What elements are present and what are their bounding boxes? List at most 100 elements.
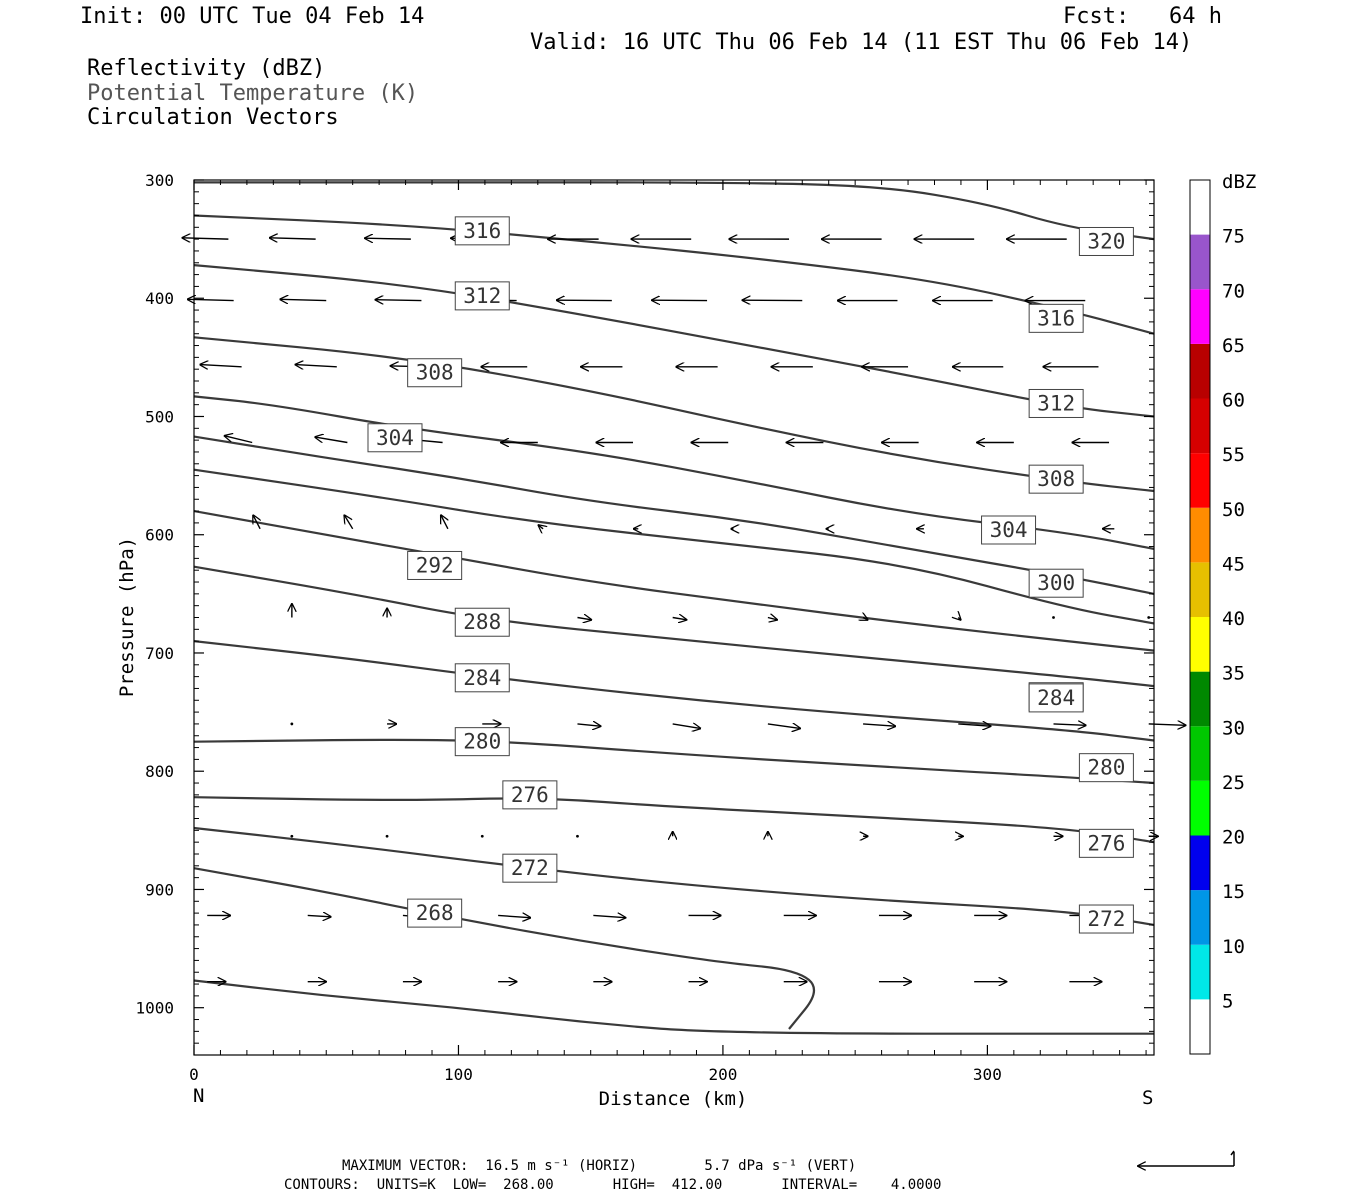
circulation-vector [225,436,253,444]
circulation-vector [958,618,960,620]
colorbar-tick-label: 45 [1222,553,1245,575]
init-time: Init: 00 UTC Tue 04 Feb 14 [80,4,425,29]
colorbar-title: dBZ [1222,171,1256,193]
circulation-vector [498,915,530,917]
theta-contour-284 [193,640,1155,742]
circulation-vector [441,515,448,530]
contour-label-box [1028,683,1084,713]
contour-label-300: 300 [1037,571,1075,595]
contour-label-288: 288 [463,610,501,634]
circulation-vector [1053,724,1086,725]
circulation-vector [577,724,600,726]
contour-label-284: 284 [1037,686,1075,710]
contour-label-308: 308 [1037,467,1075,491]
circulation-vector [385,834,389,838]
colorbar-tick-label: 20 [1222,827,1245,849]
colorbar-segment [1190,453,1210,508]
colorbar-tick-label: 5 [1222,990,1233,1012]
contour-label-320: 320 [1087,229,1125,253]
contour-label-304: 304 [376,426,414,450]
colorbar-tick-label: 40 [1222,608,1245,630]
circulation-vector [1052,616,1055,619]
contour-label-312: 312 [1037,391,1075,415]
circulation-vector [344,515,354,530]
contour-label-box [1028,568,1084,598]
circulation-vector [182,238,229,239]
theta-contour-300 [193,435,1155,595]
theta-contour-316 [193,214,1155,335]
circulation-vector [767,724,800,728]
valid-time: Valid: 16 UTC Thu 06 Feb 14 (11 EST Thu … [530,30,1193,55]
colorbar-frame [1189,179,1211,1055]
circulation-vector [767,618,777,620]
colorbar-tick-label: 50 [1222,499,1245,521]
colorbar-segment [1190,944,1210,1000]
colorbar-tick-label: 75 [1222,226,1245,248]
colorbar-segment [1190,398,1210,454]
max-vector-note: MAXIMUM VECTOR: 16.5 m s⁻¹ (HORIZ) 5.7 d… [342,1158,857,1174]
contour-label-box [454,216,510,246]
x-end-label-north: N [193,1085,204,1107]
contour-label-280: 280 [1087,756,1125,780]
circulation-vector [593,915,625,917]
contour-label-312: 312 [463,284,501,308]
circulation-vector [295,365,337,367]
circulation-vector [863,618,868,620]
circulation-vector [307,915,331,916]
contour-label-272: 272 [1087,907,1125,931]
contour-label-box [407,898,463,928]
contour-label-box [407,358,463,388]
circulation-vector [375,300,422,301]
circulation-vector [315,437,348,444]
contour-label-316: 316 [463,219,501,243]
colorbar-segment [1190,617,1210,672]
colorbar-segment [1190,780,1210,836]
contour-label-box [1078,828,1134,858]
circulation-vector [539,525,544,529]
theta-contour-276 [193,796,1155,844]
x-tick-label: 100 [444,1065,473,1084]
colorbar-tick-label: 65 [1222,335,1245,357]
circulation-vector [577,618,591,620]
colorbar-segment [1190,343,1210,399]
contour-label-box [1028,388,1084,418]
y-axis-label: Pressure (hPa) [116,537,138,697]
contour-label-304: 304 [990,518,1028,542]
theta-contour-288 [193,565,1155,688]
contour-layer [193,181,1155,1035]
colorbar-segment [1190,671,1210,727]
theta-contour-320 [194,181,1155,241]
legend-reflectivity: Reflectivity (dBZ) [87,56,326,81]
contour-label-276: 276 [511,783,549,807]
forecast-hour: Fcst: 64 h [1063,4,1222,29]
circulation-vector [672,724,701,728]
theta-contour-312 [193,264,1155,418]
contour-label-280: 280 [463,730,501,754]
colorbar-tick-label: 70 [1222,280,1245,302]
circulation-vector [270,238,316,239]
colorbar-tick-label: 15 [1222,881,1245,903]
contour-label-308: 308 [416,361,454,385]
circulation-vector [290,722,294,726]
circulation-vector [365,238,411,239]
circulation-vector [958,724,990,726]
theta-contour-272 [193,826,1155,926]
contour-label-box [502,853,558,883]
circulation-vector [672,618,687,620]
colorbar-segment [1190,726,1210,781]
vector-layer [182,238,1185,982]
theta-contour-280 [193,738,1155,785]
contour-label-box [454,281,510,311]
contour-label-292: 292 [416,553,454,577]
y-tick-label: 800 [145,762,174,781]
x-axis-label: Distance (km) [599,1088,748,1110]
theta-contour-308 [193,336,1155,493]
colorbar-segment [1190,890,1210,945]
x-tick-label: 200 [708,1065,737,1084]
contour-label-box [454,663,510,693]
circulation-vector [280,299,327,300]
contour-label-box [454,607,510,637]
contour-info: CONTOURS: UNITS=K LOW= 268.00 HIGH= 412.… [284,1177,942,1193]
contour-label-box [502,780,558,810]
y-tick-label: 1000 [135,999,174,1018]
